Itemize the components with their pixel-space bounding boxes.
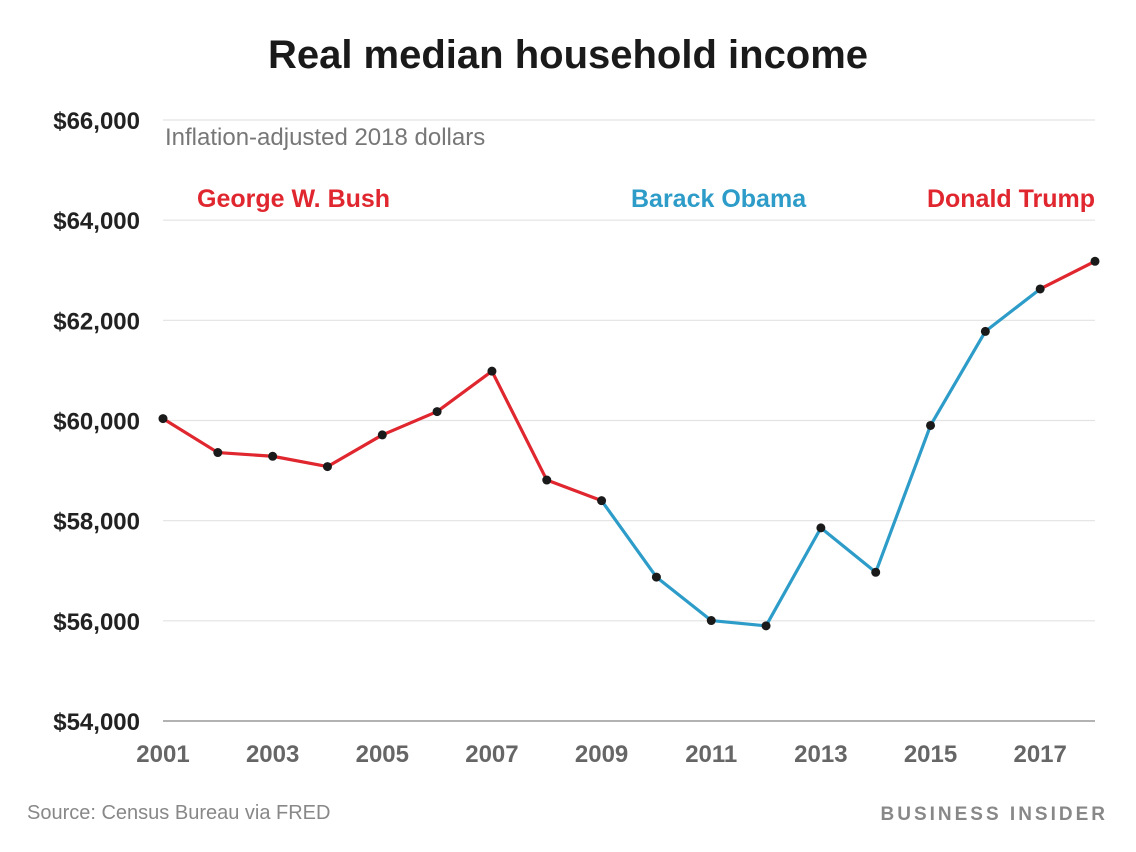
- data-point-2007: [487, 366, 497, 376]
- data-point-2016: [980, 326, 990, 336]
- data-point-2008: [542, 475, 552, 485]
- data-point-2004: [322, 462, 332, 472]
- x-tick-label: 2015: [904, 741, 957, 768]
- label-trump: Donald Trump: [927, 185, 1095, 213]
- data-point-2010: [651, 572, 661, 582]
- x-tick-label: 2017: [1013, 741, 1066, 768]
- source-note: Source: Census Bureau via FRED: [27, 802, 330, 824]
- x-tick-label: 2009: [575, 741, 628, 768]
- chart-title: Real median household income: [268, 33, 868, 77]
- y-tick-label: $64,000: [53, 208, 140, 235]
- x-tick-label: 2011: [685, 741, 737, 768]
- business-insider-logo: BUSINESS INSIDER: [881, 804, 1108, 825]
- series-line-donald-trump: [1039, 259, 1096, 291]
- label-obama: Barack Obama: [631, 185, 807, 213]
- data-point-2018: [1090, 256, 1100, 266]
- data-point-2011: [706, 616, 716, 626]
- data-point-2009: [597, 496, 607, 506]
- data-point-2006: [432, 407, 442, 417]
- x-tick-label: 2005: [356, 741, 409, 768]
- data-point-2005: [377, 430, 387, 440]
- y-tick-label: $54,000: [53, 709, 140, 736]
- y-tick-label: $56,000: [53, 609, 140, 636]
- y-tick-label: $60,000: [53, 409, 140, 436]
- y-tick-label: $62,000: [53, 308, 140, 335]
- data-point-2002: [213, 448, 223, 458]
- data-point-2014: [871, 567, 881, 577]
- x-tick-label: 2007: [465, 741, 518, 768]
- data-point-2001: [158, 414, 168, 424]
- data-point-2017: [1035, 284, 1045, 294]
- x-tick-label: 2013: [794, 741, 847, 768]
- x-tick-label: 2003: [246, 741, 299, 768]
- y-tick-label: $58,000: [53, 509, 140, 536]
- x-tick-label: 2001: [136, 741, 189, 768]
- y-tick-label: $66,000: [53, 108, 140, 135]
- label-bush: George W. Bush: [197, 185, 390, 213]
- data-point-2003: [268, 451, 278, 461]
- data-point-2015: [926, 420, 936, 430]
- series-line-barack-obama: [600, 287, 1042, 628]
- data-point-2013: [816, 523, 826, 533]
- data-point-2012: [761, 621, 771, 631]
- chart-subtitle: Inflation-adjusted 2018 dollars: [165, 124, 485, 151]
